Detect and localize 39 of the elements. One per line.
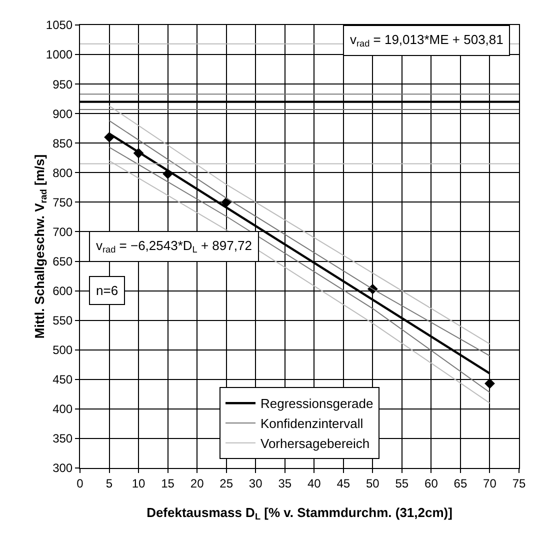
annotation: v$_{rad}$ = −6,2543*D$_{L}$ + 897,72 xyxy=(96,238,252,255)
x-tick-label: 25 xyxy=(220,476,234,490)
x-tick-label: 65 xyxy=(454,476,468,490)
legend-label: Vorhersagebereich xyxy=(260,436,370,451)
y-tick-label: 650 xyxy=(52,254,73,268)
x-tick-label: 35 xyxy=(278,476,292,490)
y-tick-label: 950 xyxy=(52,77,73,92)
y-tick-label: 550 xyxy=(52,314,73,328)
x-tick-label: 75 xyxy=(512,476,526,490)
x-tick-label: 60 xyxy=(424,476,438,490)
x-tick-label: 55 xyxy=(395,476,409,490)
x-tick-label: 40 xyxy=(307,476,322,490)
x-axis-title: Defektausmass D$_{L}$ [% v. Stammdurchm. (31,2cm)] xyxy=(146,505,452,522)
y-tick-label: 700 xyxy=(52,224,73,239)
x-tick-label: 5 xyxy=(106,476,113,490)
y-tick-label: 750 xyxy=(52,195,73,210)
legend-label: Regressionsgerade xyxy=(260,396,374,412)
y-tick-label: 600 xyxy=(52,284,73,298)
y-tick-label: 1000 xyxy=(46,48,73,62)
x-tick-label: 10 xyxy=(132,476,146,490)
x-tick-label: 70 xyxy=(483,476,497,490)
y-tick-label: 300 xyxy=(52,461,73,476)
y-tick-label: 1050 xyxy=(46,18,73,32)
x-tick-label: 15 xyxy=(161,476,175,490)
y-tick-label: 800 xyxy=(52,166,73,180)
y-tick-label: 850 xyxy=(52,136,73,150)
x-tick-label: 20 xyxy=(190,476,204,490)
y-tick-label: 350 xyxy=(52,432,73,446)
annotation: v$_{rad}$ = 19,013*ME + 503,81 xyxy=(350,32,504,49)
annotation: n=6 xyxy=(96,283,118,298)
x-tick-label: 45 xyxy=(336,476,350,490)
x-tick-label: 30 xyxy=(248,476,263,490)
y-tick-label: 500 xyxy=(52,343,73,358)
y-tick-label: 900 xyxy=(52,106,73,121)
legend-label: Konfidenzintervall xyxy=(260,416,364,432)
y-tick-label: 450 xyxy=(52,372,73,387)
y-tick-label: 400 xyxy=(52,402,73,416)
x-tick-label: 50 xyxy=(366,476,380,490)
x-tick-label: 0 xyxy=(76,476,84,490)
